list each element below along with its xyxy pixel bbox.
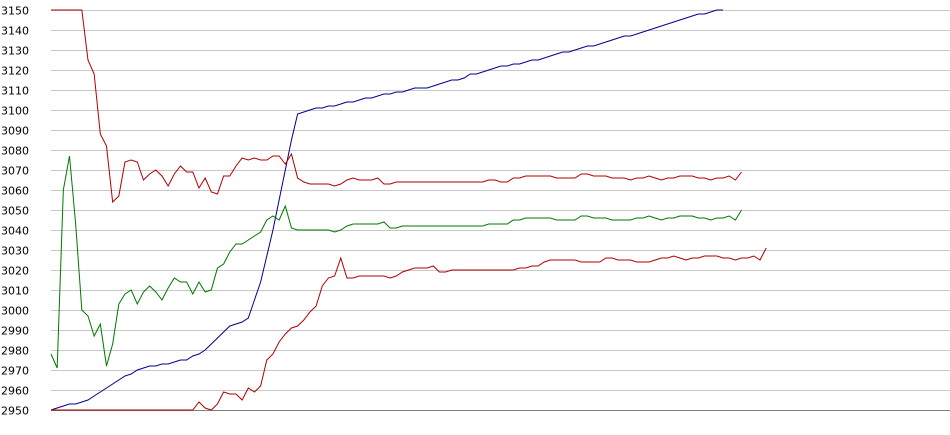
gridlines	[51, 10, 950, 411]
y-tick-label: 3140	[1, 25, 29, 38]
y-tick-label: 3120	[1, 65, 29, 78]
y-tick-label: 3040	[1, 225, 29, 238]
y-tick-label: 3020	[1, 265, 29, 278]
y-tick-label: 2990	[1, 325, 29, 338]
y-tick-label: 2950	[1, 405, 29, 418]
y-tick-label: 3090	[1, 125, 29, 138]
y-tick-label: 2970	[1, 365, 29, 378]
y-tick-label: 3060	[1, 185, 29, 198]
series-lines	[50, 9, 767, 411]
y-tick-label: 3080	[1, 145, 29, 158]
series-line-4	[51, 247, 767, 411]
y-tick-label: 3130	[1, 45, 29, 58]
y-tick-label: 3150	[1, 5, 29, 18]
y-tick-label: 3050	[1, 205, 29, 218]
y-tick-label: 2960	[1, 385, 29, 398]
series-line-1	[50, 9, 724, 411]
y-tick-label: 3010	[1, 285, 29, 298]
y-tick-label: 3070	[1, 165, 29, 178]
y-axis-tick-labels: 2950 2960 2970 2980 2990 3000 3010 3020 3030 3040…	[1, 5, 29, 418]
y-tick-label: 2980	[1, 345, 29, 358]
series-line-2	[51, 9, 742, 204]
series-line-3	[50, 155, 742, 369]
y-tick-label: 3030	[1, 245, 29, 258]
y-tick-label: 3100	[1, 105, 29, 118]
y-tick-label: 3110	[1, 85, 29, 98]
y-tick-label: 3000	[1, 305, 29, 318]
